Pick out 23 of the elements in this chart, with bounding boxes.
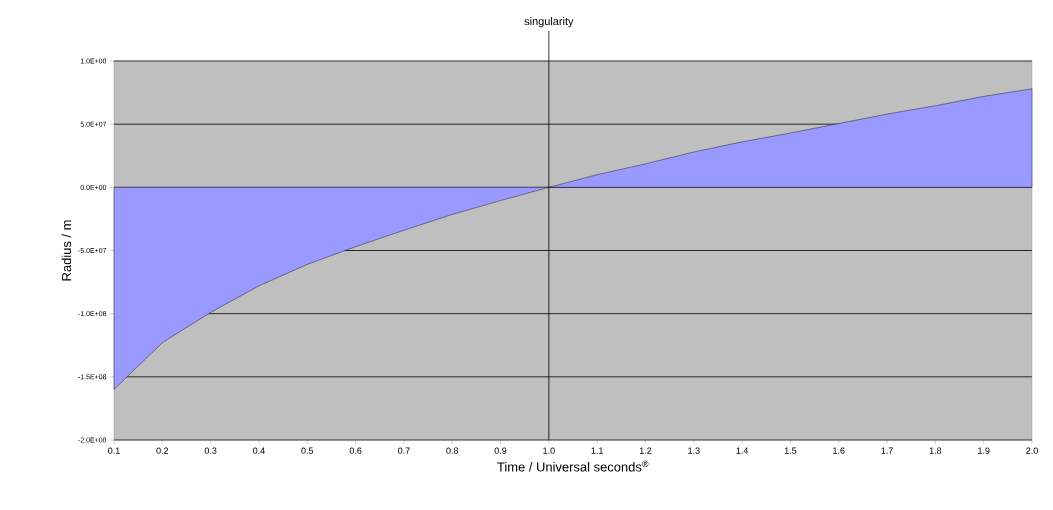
x-tick-label: 2.0 bbox=[1026, 447, 1038, 454]
x-tick-label: 0.7 bbox=[398, 447, 410, 454]
x-tick-label: 0.4 bbox=[253, 447, 265, 454]
x-tick-label: 0.2 bbox=[156, 447, 169, 454]
x-tick-label: 1.2 bbox=[639, 447, 652, 454]
x-tick-label: 0.1 bbox=[108, 447, 120, 454]
x-tick-label: 0.6 bbox=[349, 447, 362, 454]
ref-line-label: singularity bbox=[524, 17, 574, 28]
x-tick-label: 0.8 bbox=[446, 447, 459, 454]
x-tick-label: 1.1 bbox=[591, 447, 603, 454]
x-tick-label: 1.8 bbox=[929, 447, 942, 454]
x-tick-label: 0.9 bbox=[494, 447, 507, 454]
y-axis-title: Radius / m bbox=[61, 220, 72, 281]
x-tick-label: 1.5 bbox=[784, 447, 797, 454]
x-tick-label: 1.0 bbox=[543, 447, 555, 454]
x-tick-label: 1.4 bbox=[736, 447, 749, 454]
x-tick-label: 0.5 bbox=[301, 447, 314, 454]
x-axis-title: Time / Universal seconds$^{®}$ bbox=[497, 460, 649, 472]
x-tick-label: 1.9 bbox=[978, 447, 990, 454]
x-tick-label: 1.7 bbox=[881, 447, 893, 454]
x-tick-label: 1.3 bbox=[688, 447, 700, 454]
x-tick-label: 0.3 bbox=[204, 447, 217, 454]
x-tick-label: 1.6 bbox=[833, 447, 845, 454]
